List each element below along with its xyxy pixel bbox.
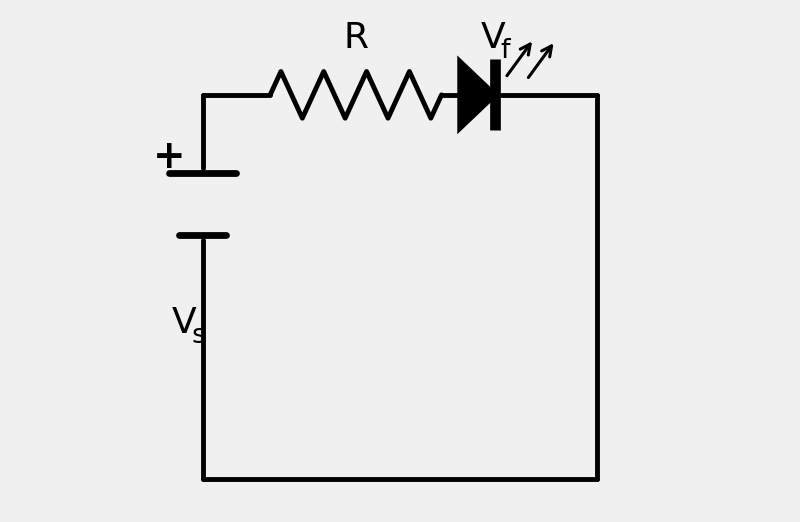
Text: V: V <box>171 306 196 340</box>
Text: f: f <box>500 38 510 64</box>
Text: s: s <box>191 323 206 349</box>
Polygon shape <box>460 61 495 128</box>
Text: +: + <box>153 138 186 176</box>
Text: R: R <box>343 21 368 55</box>
Text: V: V <box>481 21 506 55</box>
